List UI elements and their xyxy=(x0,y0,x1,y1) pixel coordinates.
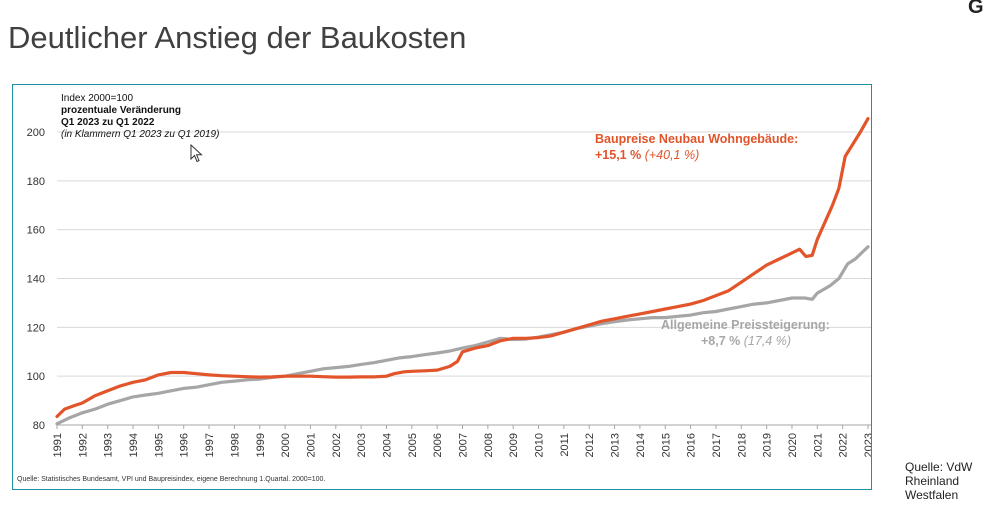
x-tick-label: 2023 xyxy=(863,433,871,457)
x-tick-label: 2002 xyxy=(331,433,343,457)
x-tick-label: 2009 xyxy=(508,433,520,457)
note-paren-period: (in Klammern Q1 2023 zu Q1 2019) xyxy=(61,129,220,140)
note-index-base: Index 2000=100 xyxy=(61,93,134,104)
x-tick-label: 2005 xyxy=(407,433,419,457)
x-tick-label: 1996 xyxy=(179,433,191,457)
x-tick-label: 2008 xyxy=(483,433,495,457)
annotation-bau-paren: (+40,1 %) xyxy=(644,148,700,162)
y-tick-label: 100 xyxy=(27,371,45,383)
annotation-vpi-value: +8,7 % xyxy=(701,334,741,348)
x-tick-label: 2010 xyxy=(534,433,546,457)
y-tick-label: 180 xyxy=(27,176,45,188)
side-source-line: Westfalen xyxy=(905,488,959,502)
x-tick-label: 1993 xyxy=(103,433,115,457)
x-tick-label: 2021 xyxy=(812,433,824,457)
annotation-vpi-paren: (17,4 %) xyxy=(743,334,791,348)
grid-lines xyxy=(57,131,871,426)
x-tick-label: 2020 xyxy=(787,433,799,457)
line-chart: 80 100 120 140 160 180 200 1991 1992 1993 1994 1995… xyxy=(27,117,871,457)
annotation-vpi-title: Allgemeine Preissteigerung: xyxy=(661,318,830,332)
x-tick-label: 2001 xyxy=(305,433,317,457)
annotation-bau-title: Baupreise Neubau Wohngebäude: xyxy=(595,132,799,146)
x-tick-label: 1998 xyxy=(229,433,241,457)
corner-letter: G xyxy=(968,0,984,18)
x-tick-label: 2018 xyxy=(736,433,748,457)
axis-labels: 80 100 120 140 160 180 200 1991 1992 1993 1994 1995… xyxy=(27,127,871,457)
note-change-title: prozentuale Veränderung xyxy=(61,105,182,116)
data-series xyxy=(55,117,870,426)
y-tick-label: 140 xyxy=(27,274,45,286)
x-tick-label: 2012 xyxy=(584,433,596,457)
y-tick-label: 160 xyxy=(27,225,45,237)
x-tick-label: 2019 xyxy=(762,433,774,457)
x-tick-label: 2013 xyxy=(610,433,622,457)
x-tick-label: 2003 xyxy=(356,433,368,457)
annotation-bau-change: +15,1 % (+40,1 %) xyxy=(595,148,699,162)
x-tick-label: 1995 xyxy=(153,433,165,457)
x-tick-label: 2015 xyxy=(660,433,672,457)
series-line-preissteigerung xyxy=(55,245,870,426)
x-tick-label: 2022 xyxy=(838,433,850,457)
x-tick-label: 1997 xyxy=(204,433,216,457)
x-tick-label: 1991 xyxy=(52,433,64,457)
x-tick-label: 2004 xyxy=(381,433,393,457)
slide-title: Deutlicher Anstieg der Baukosten xyxy=(8,20,467,55)
x-tick-label: 2016 xyxy=(686,433,698,457)
x-tick-label: 2017 xyxy=(711,433,723,457)
note-period: Q1 2023 zu Q1 2022 xyxy=(61,117,155,128)
x-tick-label: 2000 xyxy=(280,433,292,457)
x-tick-label: 1994 xyxy=(128,433,140,457)
y-tick-label: 80 xyxy=(33,420,45,432)
x-tick-label: 2011 xyxy=(559,433,571,457)
y-tick-label: 200 xyxy=(27,127,45,139)
mouse-pointer-icon xyxy=(190,144,203,163)
x-tick-label: 1992 xyxy=(77,433,89,457)
side-source: Quelle: VdW Rheinland Westfalen xyxy=(905,460,999,502)
source-note: Quelle: Statistisches Bundesamt, VPI und… xyxy=(17,476,326,483)
annotation-vpi-change: +8,7 % (17,4 %) xyxy=(701,334,791,348)
y-tick-label: 120 xyxy=(27,322,45,334)
chart-frame: 80 100 120 140 160 180 200 1991 1992 1993 1994 1995… xyxy=(12,84,872,490)
x-tick-label: 2007 xyxy=(458,433,470,457)
side-source-line: Quelle: VdW xyxy=(905,460,973,474)
x-tick-label: 1999 xyxy=(255,433,267,457)
x-tick-label: 2014 xyxy=(635,433,647,457)
side-source-line: Rheinland xyxy=(905,474,960,488)
x-tick-label: 2006 xyxy=(432,433,444,457)
series-line-baupreise xyxy=(55,117,870,419)
annotation-bau-value: +15,1 % xyxy=(595,148,642,162)
